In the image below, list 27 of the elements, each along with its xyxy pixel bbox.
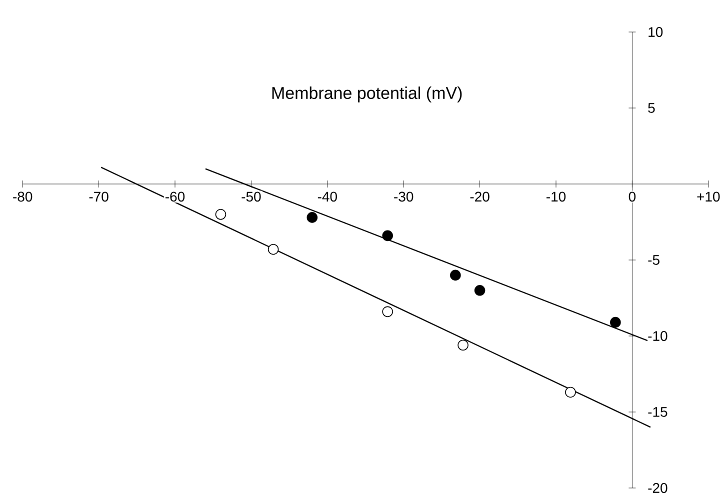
x-tick-label: -50 (242, 192, 261, 202)
y-tick-label: 10 (648, 27, 663, 37)
x-axis-title: Membrane potential (mV) (272, 86, 462, 102)
x-tick-label: -40 (318, 192, 337, 202)
x-tick-label: -30 (394, 192, 414, 202)
point (382, 230, 393, 242)
x-tick-label: -20 (470, 192, 490, 202)
point (450, 270, 461, 281)
y-tick-label: -15 (648, 407, 668, 417)
y-tick-label: -5 (648, 255, 660, 265)
point (610, 316, 621, 328)
x-tick-label: +10 (697, 192, 720, 202)
point (474, 285, 486, 296)
x-tick-label: -60 (166, 192, 185, 202)
point (215, 209, 226, 220)
x-tick-label: -70 (89, 192, 108, 202)
y-tick-label: -20 (648, 483, 668, 493)
point (306, 212, 318, 223)
point (382, 306, 393, 318)
x-tick-label: -10 (546, 192, 566, 202)
point (458, 340, 468, 351)
x-tick-label: 0 (628, 192, 636, 202)
y-tick-label: 5 (648, 103, 655, 113)
x-tick-label: -80 (13, 192, 32, 202)
point (565, 386, 576, 398)
point (268, 244, 279, 255)
y-tick-label: -10 (648, 331, 668, 341)
